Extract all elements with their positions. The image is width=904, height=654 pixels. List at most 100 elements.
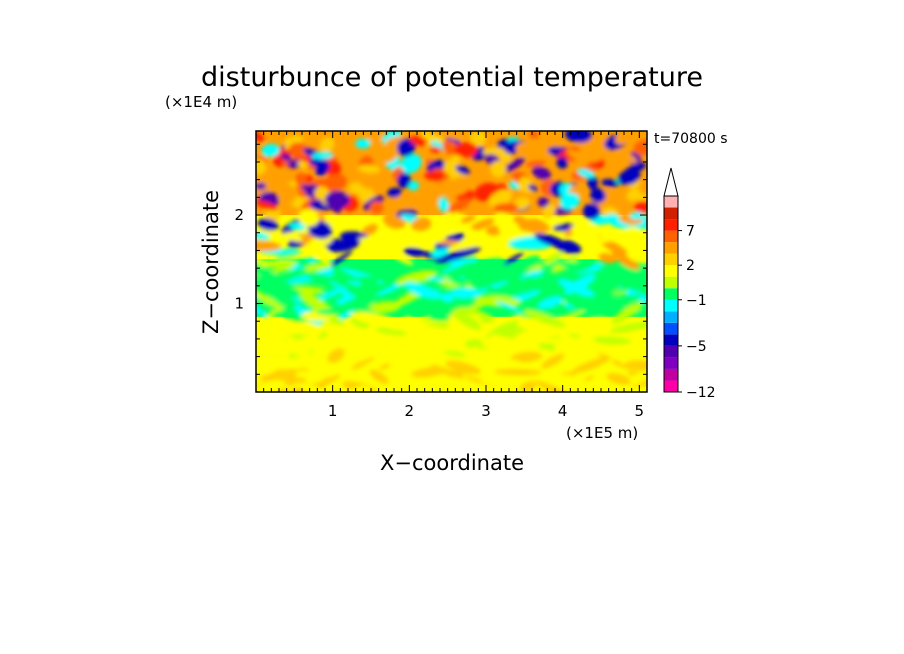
field-blob — [281, 153, 292, 162]
field-blob — [611, 301, 643, 324]
field-blob — [369, 200, 384, 214]
field-blob — [408, 180, 420, 191]
colorbar-tick-label: −12 — [686, 385, 716, 401]
field-blob — [301, 357, 338, 377]
x-tick-label: 3 — [481, 402, 491, 420]
field-blob — [365, 380, 406, 389]
field-blob — [445, 176, 472, 196]
field-blob — [470, 131, 487, 147]
field-blob — [424, 170, 445, 181]
colorbar-swatch — [664, 334, 678, 346]
field-blob — [514, 331, 542, 342]
field-blob — [311, 151, 334, 160]
field-blob — [506, 338, 535, 358]
field-blob — [571, 356, 611, 374]
field-blob — [618, 169, 641, 186]
field-blob — [609, 321, 647, 333]
field-blob — [626, 250, 647, 264]
field-blob — [435, 247, 481, 263]
x-axis-label: X−coordinate — [380, 451, 524, 475]
field-blob — [537, 197, 550, 208]
colorbar-swatch — [664, 380, 678, 392]
colorbar-tick-label: −1 — [686, 293, 707, 309]
field-blob — [256, 364, 285, 382]
colorbar-tick-label: 2 — [686, 258, 695, 274]
field-blob — [611, 250, 640, 270]
colorbar-tick-label: −5 — [686, 339, 707, 355]
y-tick-label: 2 — [234, 206, 244, 224]
field-blob — [430, 146, 442, 153]
field-blob — [626, 188, 642, 202]
field-blob — [490, 160, 507, 178]
field-blob — [520, 255, 541, 269]
field-blob — [369, 263, 385, 274]
field-blob — [357, 164, 381, 174]
field-blob — [360, 223, 378, 237]
field-blob — [540, 376, 570, 392]
field-blob — [297, 382, 332, 392]
field-blob — [503, 157, 525, 173]
field-blob — [633, 140, 647, 156]
field-blob — [450, 276, 468, 287]
field-blob — [624, 346, 646, 356]
colorbar-swatch — [664, 207, 678, 220]
field-blob — [481, 336, 500, 347]
field-blob — [334, 332, 372, 344]
field-blob — [275, 284, 301, 296]
field-blob — [423, 382, 466, 392]
field-blob — [395, 270, 437, 285]
field-blob — [596, 317, 617, 329]
field-blob — [391, 252, 414, 266]
field-blob — [430, 286, 466, 295]
colorbar-swatch — [664, 196, 678, 208]
field-blob — [256, 264, 285, 284]
field-blob — [387, 187, 402, 198]
field-blob — [406, 235, 446, 247]
field-blob — [443, 350, 466, 357]
field-blob — [324, 190, 350, 209]
colorbar-swatch — [664, 345, 678, 358]
field-blob — [456, 307, 495, 323]
field-blob — [349, 311, 396, 326]
plot-frame — [255, 130, 648, 393]
field-blob — [335, 294, 356, 305]
field-blob — [501, 252, 524, 267]
field-blob — [577, 168, 595, 179]
field-blob — [445, 360, 481, 375]
colorbar-swatch — [664, 288, 678, 300]
field-blob — [396, 138, 416, 157]
field-blob — [375, 327, 407, 336]
colorbar-swatch — [664, 357, 678, 369]
field-blob — [431, 246, 450, 259]
field-blob — [261, 143, 280, 158]
field-blob — [263, 305, 285, 320]
field-blob — [523, 310, 566, 328]
field-blob — [256, 182, 267, 190]
colorbar-swatch — [664, 276, 678, 289]
field-blob — [615, 132, 629, 145]
colorbar-swatch — [664, 230, 678, 243]
field-blob — [522, 276, 552, 284]
field-blob — [445, 325, 466, 333]
field-blob — [469, 218, 495, 231]
field-blob — [559, 294, 603, 315]
colorbar-swatch — [664, 322, 678, 335]
field-blob — [583, 203, 601, 220]
field-blob — [625, 293, 641, 303]
field-blob — [284, 232, 303, 242]
field-blob — [595, 233, 627, 243]
field-blob — [403, 247, 426, 257]
field-blob — [404, 281, 440, 300]
field-blob — [510, 351, 543, 363]
field-blob — [375, 144, 398, 164]
field-blob — [525, 160, 546, 168]
colorbar-swatch — [664, 219, 678, 231]
field-blob — [306, 235, 333, 249]
heatmap-field — [256, 131, 647, 392]
field-blobs — [256, 131, 647, 392]
field-blob — [563, 338, 597, 345]
field-blob — [355, 138, 371, 149]
colorbar-swatch — [664, 242, 678, 254]
field-blob — [460, 214, 476, 224]
field-blob — [466, 228, 478, 237]
